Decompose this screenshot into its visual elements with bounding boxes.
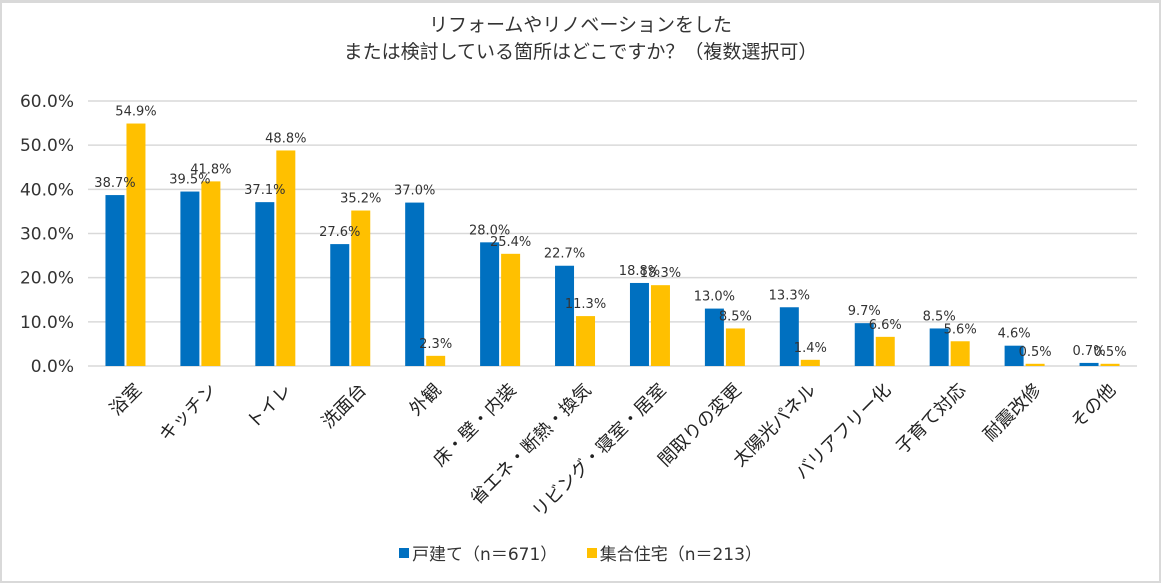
bar-apartment (576, 316, 596, 366)
bar-apartment (1100, 363, 1120, 366)
bar-detached (1004, 345, 1024, 366)
data-label-apartment: 0.5% (1094, 345, 1127, 360)
bar-apartment (501, 253, 521, 366)
bar-detached (255, 202, 275, 366)
y-tick-label: 40.0% (20, 180, 74, 200)
x-tick-label: その他 (1067, 380, 1120, 433)
bar-apartment (650, 285, 670, 366)
x-tick-label: キッチン (155, 380, 221, 446)
gridlines (88, 100, 1137, 367)
bar-apartment (1025, 363, 1045, 366)
data-label-detached: 4.6% (998, 327, 1031, 342)
bar-detached (854, 323, 874, 366)
y-tick-label: 0.0% (31, 357, 74, 377)
data-label-detached: 13.0% (694, 290, 735, 305)
legend-label-detached: 戸建て（n＝671） (412, 545, 558, 565)
bar-apartment (201, 181, 221, 366)
y-tick-label: 30.0% (20, 225, 74, 245)
bar-apartment (875, 336, 895, 366)
bar-apartment (725, 328, 745, 366)
bar-detached (1079, 362, 1099, 366)
data-label-detached: 22.7% (544, 247, 585, 262)
bar-apartment (950, 341, 970, 366)
bar-apartment (276, 150, 296, 366)
legend-swatch-apartment (586, 547, 597, 558)
y-axis: 0.0% 10.0% 20.0% 30.0% 40.0% 50.0% 60.0% (20, 92, 74, 377)
x-axis: 浴室 キッチン トイレ 洗面台 外観床・壁・内装省エネ・断熱・換気リビング・寝室・居室間… (106, 380, 1120, 522)
bar-apartment (426, 355, 446, 366)
data-label-detached: 38.7% (94, 176, 135, 191)
bar-apartment (800, 359, 820, 366)
data-label-detached: 37.0% (394, 184, 435, 199)
bar-detached (405, 202, 425, 366)
legend-swatch-detached (399, 547, 410, 558)
data-label-apartment: 48.8% (265, 131, 306, 146)
chart-title: リフォームやリノベーションをした または検討している箇所はどこですか？（複数選択… (0, 12, 1161, 66)
data-label-apartment: 6.6% (869, 318, 902, 333)
data-label-apartment: 2.3% (419, 337, 452, 352)
y-tick-label: 10.0% (20, 313, 74, 333)
bar-detached (180, 191, 200, 366)
data-label-detached: 0.7% (1073, 344, 1106, 359)
y-tick-label: 50.0% (20, 136, 74, 156)
data-label-detached: 9.7% (848, 304, 881, 319)
bar-apartment (351, 210, 371, 366)
bar-detached (629, 282, 649, 366)
bars (105, 123, 1120, 367)
x-tick-label: リビング・寝室・居室 (528, 380, 670, 522)
data-label-apartment: 8.5% (719, 309, 752, 324)
data-label-detached: 18.8% (619, 264, 660, 279)
data-label-detached: 28.0% (469, 223, 510, 238)
legend-item-apartment: 集合住宅（n＝213） (586, 540, 762, 565)
data-label-detached: 37.1% (244, 183, 285, 198)
x-tick-label: 子育て対応 (892, 380, 970, 458)
legend-item-detached: 戸建て（n＝671） (399, 540, 557, 565)
bar-detached (704, 308, 724, 366)
bar-detached (555, 265, 575, 366)
x-tick-label: 外観 (405, 380, 445, 420)
chart-title-line-1: リフォームやリノベーションをした (428, 14, 733, 36)
bar-detached (105, 195, 125, 366)
x-tick-label: 洗面台 (318, 380, 371, 433)
y-tick-label: 60.0% (20, 92, 74, 112)
data-label-apartment: 1.4% (794, 341, 827, 356)
bar-detached (330, 244, 350, 366)
bar-detached (779, 307, 799, 366)
bar-detached (480, 242, 500, 366)
bar-detached (929, 328, 949, 366)
x-tick-label: 浴室 (106, 380, 146, 420)
data-label-apartment: 18.3% (640, 266, 681, 281)
data-label-detached: 13.3% (769, 288, 810, 303)
data-labels: 38.7% 54.9% 39.5%41.8% 37.1% 48.8% 27.6% 35.2%… (94, 105, 1126, 360)
data-label-apartment: 11.3% (565, 297, 606, 312)
data-label-detached: 8.5% (923, 309, 956, 324)
data-label-detached: 27.6% (319, 225, 360, 240)
chart-title-line-2: または検討している箇所はどこですか？（複数選択可） (343, 41, 818, 63)
data-label-apartment: 41.8% (190, 162, 231, 177)
x-tick-label: 耐震改修 (979, 380, 1045, 446)
legend: 戸建て（n＝671） 集合住宅（n＝213） (0, 540, 1161, 565)
x-tick-label: トイレ (243, 380, 296, 433)
data-label-apartment: 0.5% (1019, 345, 1052, 360)
data-label-apartment: 54.9% (115, 105, 156, 120)
y-tick-label: 20.0% (20, 269, 74, 289)
bar-apartment (126, 123, 146, 367)
data-label-apartment: 5.6% (944, 322, 977, 337)
data-label-apartment: 35.2% (340, 192, 381, 207)
data-label-apartment: 25.4% (490, 235, 531, 250)
data-label-detached: 39.5% (169, 173, 210, 188)
legend-label-apartment: 集合住宅（n＝213） (599, 545, 762, 565)
